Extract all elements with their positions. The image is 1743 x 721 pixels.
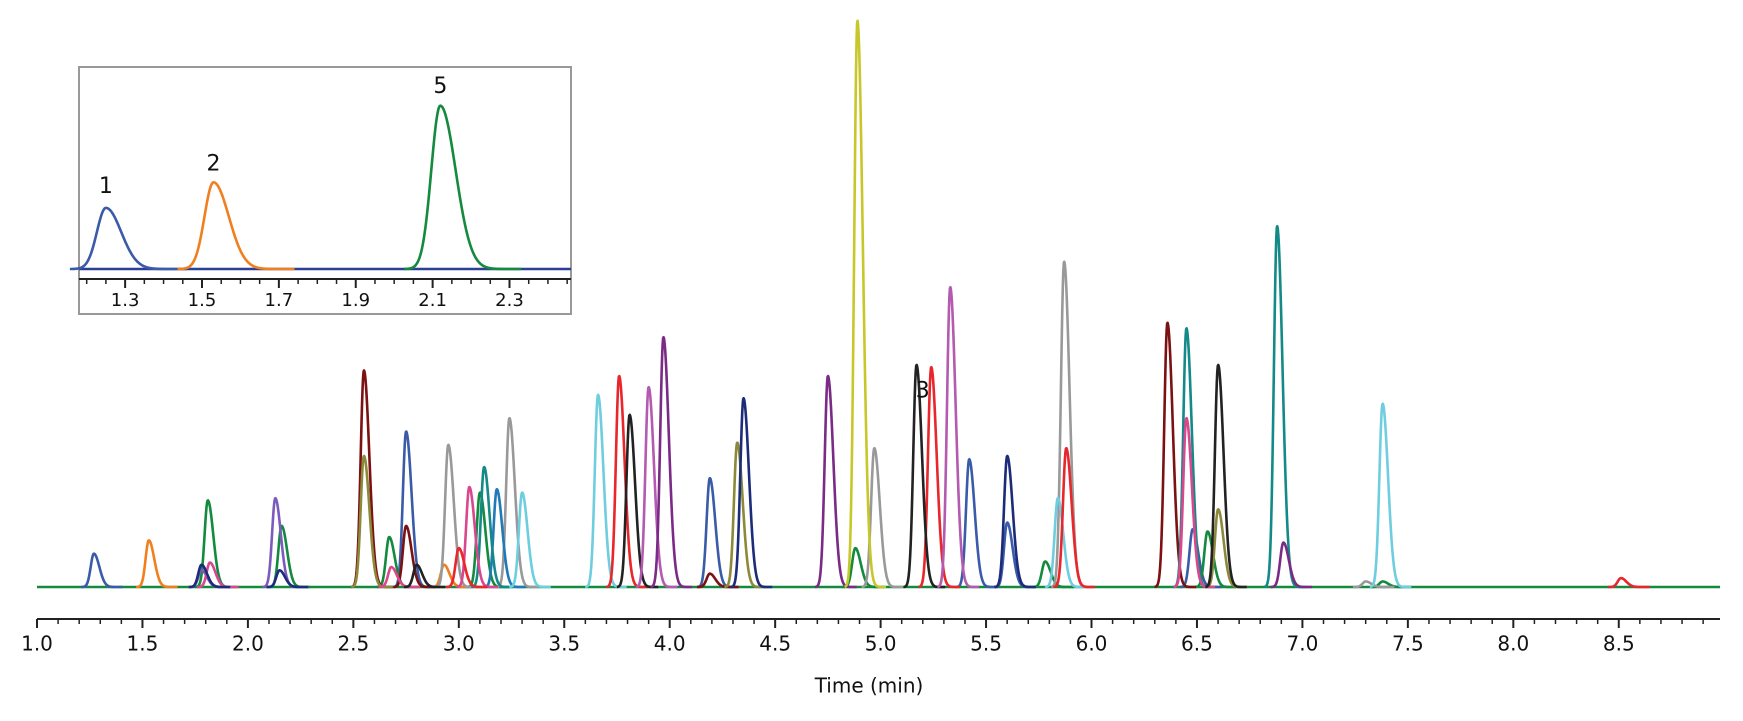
peak xyxy=(80,552,124,589)
x-tick-label: 1.3 xyxy=(111,290,140,311)
peak xyxy=(187,563,231,589)
x-tick-label: 1.5 xyxy=(127,632,159,656)
peak xyxy=(1263,224,1307,589)
peak xyxy=(455,485,499,589)
x-tick-label: 8.5 xyxy=(1603,632,1635,656)
x-tick-label: 6.5 xyxy=(1181,632,1213,656)
peak xyxy=(377,565,421,589)
x-tick-label: 1.7 xyxy=(265,290,294,311)
peak xyxy=(445,546,489,589)
peak xyxy=(1269,541,1313,589)
peak xyxy=(265,569,309,589)
x-tick-label: 1.0 xyxy=(21,632,53,656)
peak xyxy=(584,393,628,589)
peak xyxy=(483,488,527,589)
x-tick-label: 7.0 xyxy=(1287,632,1319,656)
peak xyxy=(860,446,904,589)
inset-frame xyxy=(78,66,572,315)
x-tick-label: 8.0 xyxy=(1497,632,1529,656)
annotation: 2 xyxy=(207,152,221,177)
peak xyxy=(196,561,240,589)
x-tick-label: 2.3 xyxy=(495,290,524,311)
peak xyxy=(605,374,649,589)
peak xyxy=(392,524,436,589)
x-tick-label: 1.9 xyxy=(341,290,370,311)
peak xyxy=(1044,496,1088,589)
annotation: 1 xyxy=(99,174,113,199)
peak xyxy=(350,454,394,589)
peak xyxy=(936,285,980,589)
peak xyxy=(649,335,693,589)
peak xyxy=(495,416,539,589)
peak xyxy=(843,19,887,589)
peak xyxy=(403,104,523,271)
peak xyxy=(176,181,296,271)
x-tick-label: 3.5 xyxy=(548,632,580,656)
peak xyxy=(1153,321,1197,589)
x-tick-label: 5.0 xyxy=(865,632,897,656)
peak xyxy=(814,374,858,589)
peak xyxy=(69,206,188,271)
x-tick-label: 4.5 xyxy=(759,632,791,656)
x-axis-title: Time (min) xyxy=(814,674,924,698)
peak xyxy=(508,491,552,589)
peak xyxy=(1204,363,1248,589)
x-tick-label: 5.5 xyxy=(970,632,1002,656)
x-tick-label: 6.0 xyxy=(1076,632,1108,656)
peak xyxy=(1193,530,1237,589)
x-tick-label: 4.0 xyxy=(654,632,686,656)
x-tick-label: 3.0 xyxy=(443,632,475,656)
peak xyxy=(1050,260,1094,589)
peak xyxy=(434,443,478,589)
peak xyxy=(1607,576,1651,589)
peak xyxy=(723,441,767,589)
annotation: 5 xyxy=(433,74,447,99)
x-tick-label: 2.5 xyxy=(337,632,369,656)
peak xyxy=(1052,446,1096,589)
peak xyxy=(1369,402,1413,589)
x-tick-label: 2.0 xyxy=(232,632,264,656)
x-tick-label: 1.5 xyxy=(188,290,217,311)
peak xyxy=(993,454,1037,589)
annotation: 3 xyxy=(916,378,930,403)
x-tick-label: 2.1 xyxy=(418,290,447,311)
peak xyxy=(403,563,447,589)
x-tick-label: 7.5 xyxy=(1392,632,1424,656)
peak xyxy=(1031,560,1075,589)
peak xyxy=(635,385,679,589)
peak xyxy=(135,539,179,589)
peak xyxy=(729,397,773,589)
